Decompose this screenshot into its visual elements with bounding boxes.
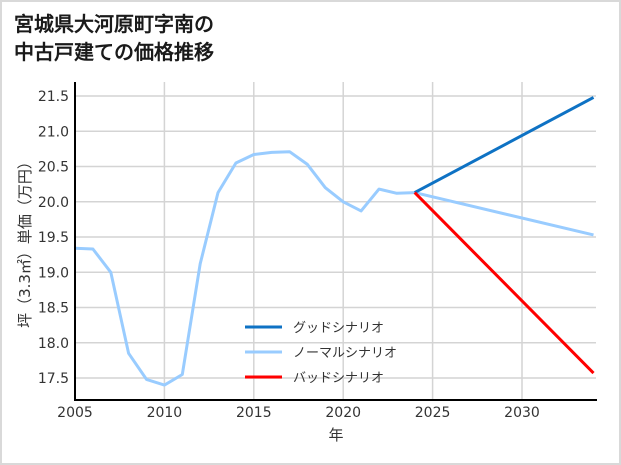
y-tick-label: 21.0	[38, 124, 69, 140]
y-tick-label: 17.5	[38, 371, 69, 387]
series-line-bad	[413, 191, 595, 375]
title-line-2: 中古戸建ての価格推移	[14, 40, 214, 64]
y-tick-label: 21.5	[38, 89, 69, 105]
legend: グッドシナリオ ノーマルシナリオ バッドシナリオ	[245, 321, 397, 386]
y-tick-label: 18.5	[38, 301, 69, 317]
x-tick-label: 2030	[504, 405, 540, 421]
title-line-1: 宮城県大河原町字南の	[14, 12, 214, 36]
x-tick-label: 2025	[415, 405, 451, 421]
y-tick-label: 20.5	[38, 160, 69, 176]
legend-label-normal: ノーマルシナリオ	[293, 346, 397, 361]
x-tick-label: 2005	[57, 405, 93, 421]
x-tick-label: 2010	[147, 405, 183, 421]
y-tick-label: 19.0	[38, 265, 69, 281]
series-line-good	[413, 96, 595, 194]
series-lines	[74, 96, 595, 387]
x-tick-labels: 2005 2010 2015 2020 2025 2030	[57, 405, 540, 421]
series-line-normal	[74, 150, 594, 387]
y-tick-label: 19.5	[38, 230, 69, 246]
legend-label-bad: バッドシナリオ	[293, 371, 384, 386]
y-tick-labels: 17.5 18.0 18.5 19.0 19.5 20.0 20.5 21.0 21.5	[38, 89, 69, 387]
chart-title: 宮城県大河原町字南の 中古戸建ての価格推移	[14, 10, 214, 66]
x-tick-label: 2015	[236, 405, 272, 421]
y-tick-label: 18.0	[38, 336, 69, 352]
x-tick-label: 2020	[325, 405, 361, 421]
y-axis-label: 坪（3.3㎡）単価（万円）	[16, 154, 34, 328]
x-axis-label: 年	[328, 426, 343, 444]
legend-label-good: グッドシナリオ	[293, 321, 384, 336]
y-tick-label: 20.0	[38, 195, 69, 211]
axes	[74, 82, 597, 401]
gridlines	[75, 82, 596, 400]
